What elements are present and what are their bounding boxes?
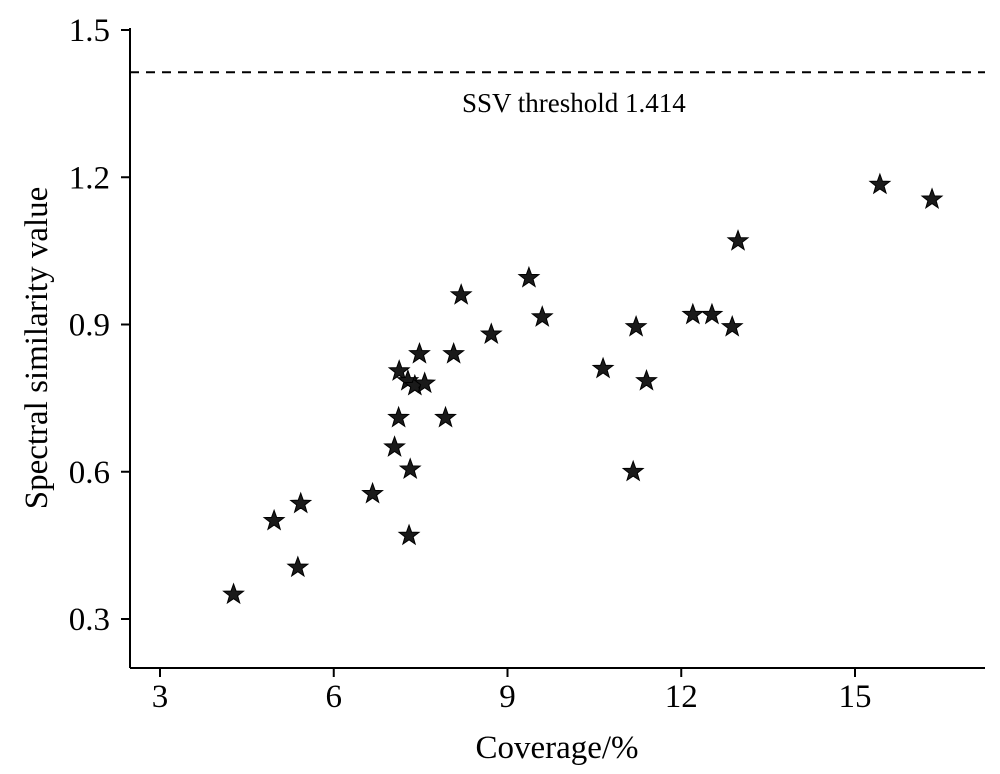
data-point-star bbox=[868, 172, 892, 195]
data-point-star bbox=[387, 359, 411, 381]
data-points bbox=[222, 172, 944, 605]
data-point-star bbox=[286, 555, 310, 578]
threshold-label: SSV threshold 1.414 bbox=[462, 88, 686, 118]
data-point-star bbox=[681, 302, 705, 325]
data-point-star bbox=[387, 405, 411, 428]
data-point-star bbox=[591, 356, 615, 379]
y-tick-label: 0.6 bbox=[69, 455, 110, 491]
y-tick-label: 0.9 bbox=[69, 308, 110, 344]
data-point-star bbox=[289, 491, 313, 514]
x-tick-label: 3 bbox=[152, 679, 169, 715]
data-point-star bbox=[442, 341, 466, 364]
data-point-star bbox=[361, 481, 384, 504]
data-point-star bbox=[726, 229, 750, 251]
x-tick-label: 6 bbox=[326, 679, 343, 715]
y-ticks: 0.3 0.6 0.9 1.2 1.5 bbox=[69, 13, 130, 638]
data-point-star bbox=[635, 368, 658, 391]
axes bbox=[129, 28, 985, 669]
y-tick-label: 1.2 bbox=[69, 160, 110, 196]
x-tick-label: 15 bbox=[839, 679, 872, 715]
data-point-star bbox=[920, 187, 944, 210]
y-tick-label: 1.5 bbox=[69, 13, 110, 49]
y-tick-label: 0.3 bbox=[69, 602, 110, 638]
data-point-star bbox=[222, 582, 245, 605]
x-ticks: 3 6 9 12 15 bbox=[152, 668, 872, 715]
data-point-star bbox=[517, 265, 541, 288]
data-point-star bbox=[262, 508, 286, 531]
data-point-star bbox=[398, 457, 422, 479]
x-tick-label: 9 bbox=[499, 679, 516, 715]
data-point-star bbox=[624, 314, 648, 337]
data-point-star bbox=[383, 435, 406, 457]
data-point-star bbox=[700, 302, 724, 325]
data-point-star bbox=[479, 322, 503, 345]
data-point-star bbox=[621, 459, 645, 482]
y-axis-title: Spectral similarity value bbox=[19, 187, 55, 510]
x-axis-title: Coverage/% bbox=[475, 730, 638, 766]
data-point-star bbox=[449, 283, 473, 305]
data-point-star bbox=[720, 314, 744, 337]
data-point-star bbox=[408, 341, 431, 364]
x-tick-label: 12 bbox=[665, 679, 698, 715]
data-point-star bbox=[397, 523, 421, 546]
data-point-star bbox=[530, 305, 554, 327]
data-point-star bbox=[434, 405, 457, 428]
data-point-star bbox=[413, 371, 437, 394]
